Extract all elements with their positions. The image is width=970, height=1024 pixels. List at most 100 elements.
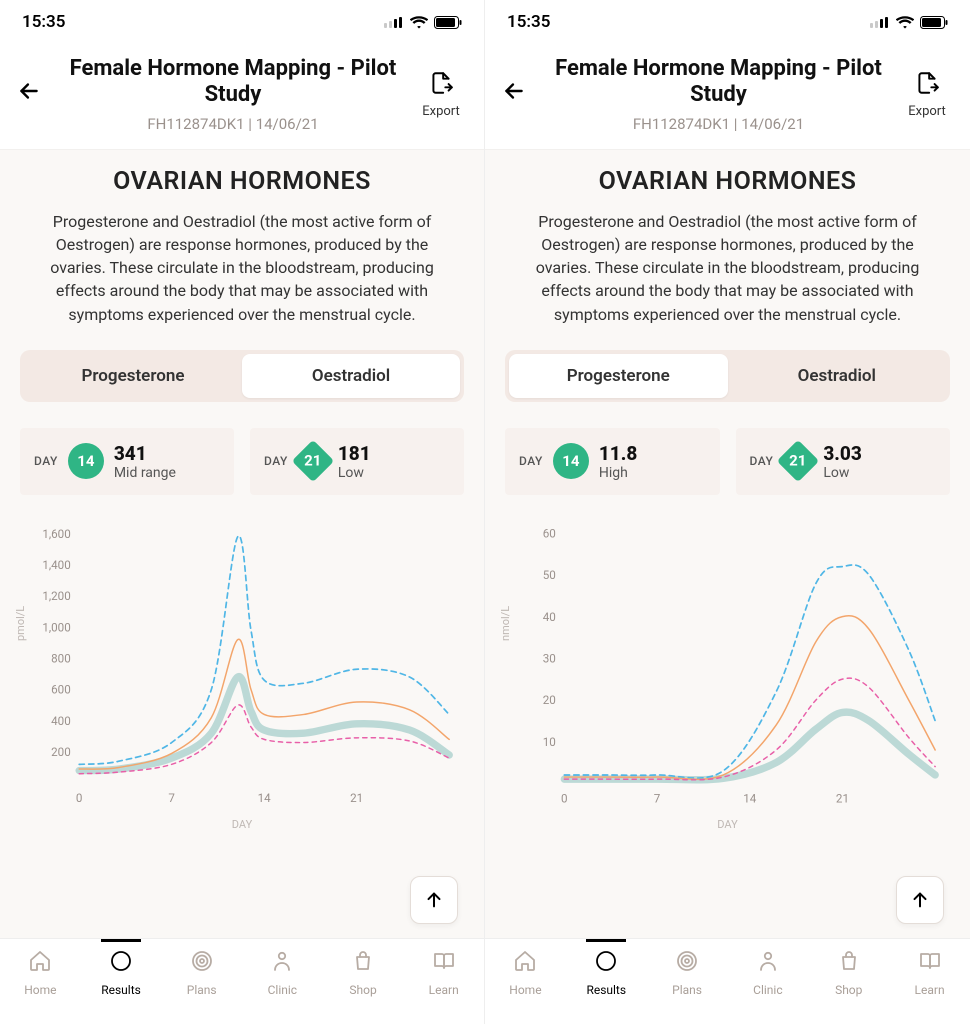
day-card-14: DAY1411.8High xyxy=(505,428,720,495)
svg-text:1,400: 1,400 xyxy=(42,558,70,572)
section-title: OVARIAN HORMONES xyxy=(20,167,464,196)
shop-icon xyxy=(323,949,404,979)
svg-text:0: 0 xyxy=(561,791,568,805)
day-values: 3.03Low xyxy=(823,442,862,481)
clinic-icon xyxy=(727,949,808,979)
content: OVARIAN HORMONES Progesterone and Oestrad… xyxy=(0,149,484,938)
svg-text:0: 0 xyxy=(76,791,83,805)
svg-text:10: 10 xyxy=(543,735,556,749)
tab-progesterone[interactable]: Progesterone xyxy=(24,354,242,398)
nav-label: Home xyxy=(24,983,56,997)
day-value: 341 xyxy=(114,442,176,465)
nav-label: Results xyxy=(586,983,626,997)
day-number: 21 xyxy=(790,452,807,470)
nav-label: Plans xyxy=(187,983,217,997)
day-shape-circle: 14 xyxy=(68,443,104,479)
nav-home[interactable]: Home xyxy=(485,949,566,997)
day-cards: DAY1411.8HighDAY213.03Low xyxy=(505,428,950,495)
title-block: Female Hormone Mapping - Pilot StudyFH11… xyxy=(52,56,414,133)
results-icon xyxy=(566,949,647,979)
tab-progesterone[interactable]: Progesterone xyxy=(509,354,728,398)
svg-text:400: 400 xyxy=(51,714,71,728)
scroll-top-button[interactable] xyxy=(410,876,458,924)
day-cards: DAY14341Mid rangeDAY21181Low xyxy=(20,428,464,495)
svg-text:800: 800 xyxy=(51,651,71,665)
bottom-nav: Home Results Plans Clinic Shop Learn xyxy=(0,938,484,1024)
screen-0: 15:35 Female Hormone Mapping - Pilot Stud… xyxy=(0,0,485,1024)
nav-shop[interactable]: Shop xyxy=(808,949,889,997)
day-status: Low xyxy=(338,465,371,481)
nav-plans[interactable]: Plans xyxy=(161,949,242,997)
home-icon xyxy=(485,949,566,979)
tab-oestradiol[interactable]: Oestradiol xyxy=(242,354,460,398)
export-button[interactable]: Export xyxy=(414,70,468,119)
svg-text:21: 21 xyxy=(350,791,363,805)
svg-text:30: 30 xyxy=(543,651,556,665)
tab-oestradiol[interactable]: Oestradiol xyxy=(728,354,947,398)
svg-text:7: 7 xyxy=(168,791,175,805)
status-icons xyxy=(870,16,948,29)
title-block: Female Hormone Mapping - Pilot StudyFH11… xyxy=(537,56,900,133)
day-label: DAY xyxy=(750,454,774,468)
day-label: DAY xyxy=(34,454,58,468)
day-number: 21 xyxy=(304,452,321,470)
plans-icon xyxy=(647,949,728,979)
nav-label: Results xyxy=(101,983,141,997)
nav-label: Shop xyxy=(349,983,376,997)
nav-learn[interactable]: Learn xyxy=(403,949,484,997)
day-shape-diamond: 21 xyxy=(777,440,819,482)
status-bar: 15:35 xyxy=(0,0,484,44)
content: OVARIAN HORMONESProgesterone and Oestrad… xyxy=(485,149,970,938)
nav-label: Learn xyxy=(915,983,945,997)
svg-text:1,200: 1,200 xyxy=(42,589,70,603)
day-shape-diamond: 21 xyxy=(292,440,334,482)
clinic-icon xyxy=(242,949,323,979)
chart-y-label: pmol/L xyxy=(14,605,27,640)
svg-text:50: 50 xyxy=(543,568,556,582)
svg-text:14: 14 xyxy=(258,791,272,805)
scroll-top-button[interactable] xyxy=(896,876,944,924)
section-description: Progesterone and Oestradiol (the most ac… xyxy=(505,210,950,326)
export-label: Export xyxy=(422,104,460,119)
export-label: Export xyxy=(908,104,946,119)
svg-text:200: 200 xyxy=(51,745,71,759)
hormone-chart: pmol/L2004006008001,0001,2001,4001,60007… xyxy=(20,521,464,821)
nav-results[interactable]: Results xyxy=(566,949,647,997)
nav-label: Plans xyxy=(672,983,702,997)
nav-clinic[interactable]: Clinic xyxy=(242,949,323,997)
nav-label: Clinic xyxy=(753,983,782,997)
day-label: DAY xyxy=(519,454,543,468)
home-icon xyxy=(0,949,81,979)
day-number: 14 xyxy=(562,452,579,470)
back-button[interactable] xyxy=(501,78,537,111)
export-icon xyxy=(414,70,468,102)
status-bar: 15:35 xyxy=(485,0,970,44)
nav-clinic[interactable]: Clinic xyxy=(727,949,808,997)
nav-results[interactable]: Results xyxy=(81,949,162,997)
day-number: 14 xyxy=(77,452,94,470)
day-status: Mid range xyxy=(114,465,176,481)
status-icons xyxy=(384,16,462,29)
nav-plans[interactable]: Plans xyxy=(647,949,728,997)
hormone-chart: nmol/L102030405060071421DAY xyxy=(505,521,950,821)
shop-icon xyxy=(808,949,889,979)
learn-icon xyxy=(889,949,970,979)
section-description: Progesterone and Oestradiol (the most ac… xyxy=(20,210,464,326)
nav-shop[interactable]: Shop xyxy=(323,949,404,997)
status-time: 15:35 xyxy=(507,12,550,32)
learn-icon xyxy=(403,949,484,979)
results-icon xyxy=(81,949,162,979)
chart-y-label: nmol/L xyxy=(499,606,512,641)
back-button[interactable] xyxy=(16,78,52,111)
export-button[interactable]: Export xyxy=(900,70,954,119)
status-time: 15:35 xyxy=(22,12,65,32)
nav-home[interactable]: Home xyxy=(0,949,81,997)
nav-learn[interactable]: Learn xyxy=(889,949,970,997)
nav-label: Shop xyxy=(835,983,862,997)
svg-text:40: 40 xyxy=(543,610,556,624)
svg-text:7: 7 xyxy=(654,791,661,805)
page-subtitle: FH112874DK1 | 14/06/21 xyxy=(52,115,414,133)
day-values: 181Low xyxy=(338,442,371,481)
day-status: High xyxy=(599,465,638,481)
day-value: 181 xyxy=(338,442,371,465)
